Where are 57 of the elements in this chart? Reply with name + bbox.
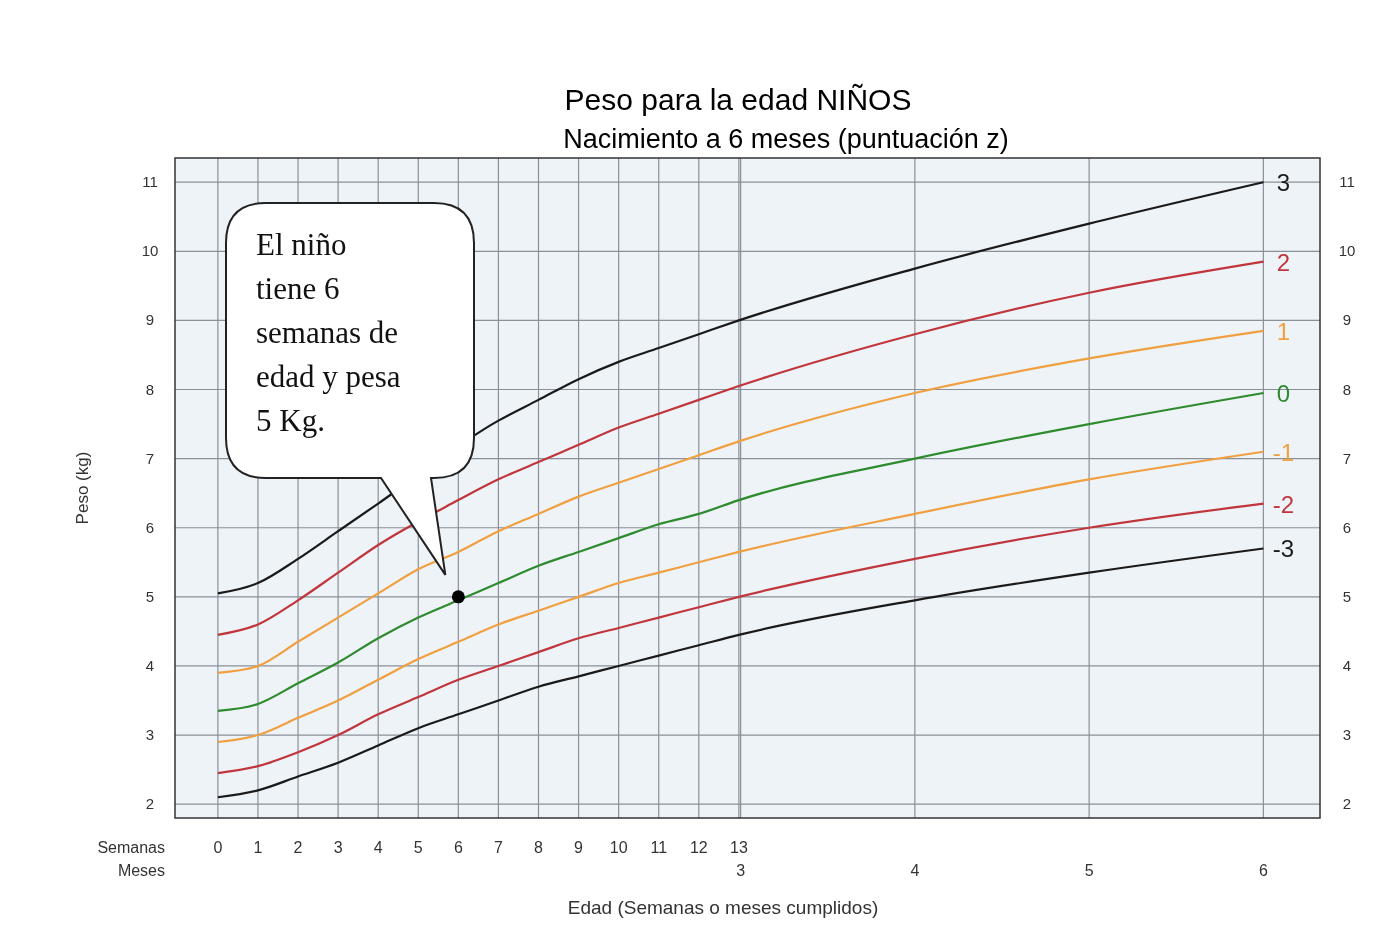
- series-label: -1: [1272, 438, 1295, 466]
- x-tick-label: 6: [453, 839, 463, 856]
- series-label: 1: [1276, 317, 1291, 345]
- y-tick-label: 11: [142, 173, 158, 191]
- x2-tick-label: 4: [910, 862, 920, 879]
- y2-tick-label: 3: [1342, 726, 1352, 744]
- series-label: 2: [1276, 248, 1291, 276]
- series-label: 3: [1276, 169, 1291, 197]
- series-label: -2: [1272, 490, 1295, 518]
- line-series: [216, 450, 1265, 744]
- y2-tick-label: 5: [1342, 587, 1352, 605]
- x-tick-label: 2: [293, 839, 303, 856]
- x-tick-label: 10: [609, 839, 628, 856]
- annotation: El niño tiene 6 semanas de edad y pesa 5 Kg.: [256, 227, 401, 438]
- y-tick-label: 4: [145, 656, 155, 674]
- y-tick-label: 5: [145, 587, 155, 605]
- y-tick-label: 9: [145, 311, 155, 329]
- line-series: [216, 181, 1265, 595]
- y-tick-label: 8: [145, 380, 155, 398]
- y-tick-label: 3: [145, 726, 155, 744]
- x2-tick-label: 3: [736, 862, 746, 879]
- y2-tick-label: 10: [1338, 242, 1356, 260]
- x-tick-label: 1: [253, 839, 263, 856]
- y2-tick-label: 9: [1342, 311, 1352, 329]
- text: Meses: [117, 862, 165, 879]
- x-tick-label: 9: [574, 839, 584, 856]
- y-tick-label: 2: [145, 795, 155, 813]
- y-axis-title: Peso (kg): [73, 451, 92, 525]
- y2-tick-label: 6: [1342, 518, 1352, 536]
- x-tick-label: 7: [493, 839, 503, 856]
- x-tick-label: 0: [213, 839, 223, 856]
- x-tick-label: 11: [650, 839, 668, 856]
- x-tick-label: 4: [373, 839, 383, 856]
- x2-tick-label: 5: [1084, 862, 1094, 879]
- chart-subtitle: Nacimiento a 6 meses (puntuación z): [563, 124, 1009, 154]
- y2-tick-label: 8: [1342, 380, 1352, 398]
- y2-tick-label: 7: [1342, 449, 1352, 467]
- x-tick-label: 8: [534, 839, 544, 856]
- x-tick-label: 13: [729, 839, 748, 856]
- y2-tick-label: 11: [1339, 173, 1355, 191]
- series-label: 0: [1276, 379, 1291, 407]
- y-tick-label: 6: [145, 518, 155, 536]
- y2-tick-label: 2: [1342, 795, 1352, 813]
- y-tick-label: 7: [145, 449, 155, 467]
- series-label: -3: [1272, 535, 1295, 563]
- x-tick-label: 12: [689, 839, 708, 856]
- x-tick-label: 3: [333, 839, 343, 856]
- text: Semanas: [97, 839, 165, 856]
- x-tick-label: 5: [413, 839, 423, 856]
- line-series: [216, 502, 1265, 775]
- line-series: [216, 260, 1265, 636]
- x2-tick-label: 6: [1258, 862, 1268, 879]
- chart-title: Peso para la edad NIÑOS: [564, 83, 912, 116]
- line-series: [216, 547, 1265, 799]
- x-axis-title: Edad (Semanas o meses cumplidos): [567, 897, 879, 918]
- y2-tick-label: 4: [1342, 656, 1352, 674]
- y-tick-label: 10: [141, 242, 159, 260]
